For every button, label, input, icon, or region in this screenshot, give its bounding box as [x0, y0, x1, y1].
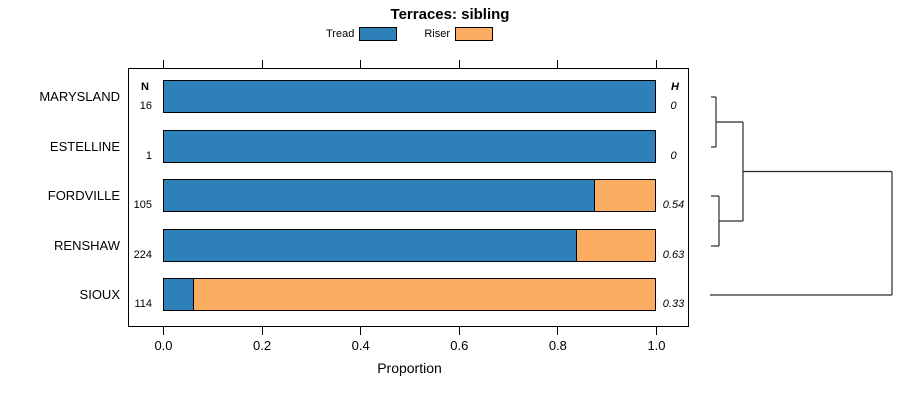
x-axis-tick-top	[261, 60, 263, 68]
x-axis-tick-top	[656, 60, 657, 68]
x-axis-tick-top	[163, 60, 164, 68]
chart-title: Terraces: sibling	[390, 6, 510, 23]
n-value: 16	[139, 100, 152, 112]
bar-segment-tread	[164, 180, 594, 211]
h-value: 0	[670, 150, 677, 162]
table-row: SIOUX 114 0.33	[0, 278, 900, 311]
stacked-bar	[163, 130, 656, 163]
x-axis-tick-top	[458, 60, 460, 68]
category-label: FORDVILLE	[47, 188, 120, 203]
legend-label-riser: Riser	[424, 28, 450, 40]
bar-segment-riser	[576, 230, 655, 261]
bar-segment-tread	[164, 279, 194, 310]
category-label: SIOUX	[79, 287, 120, 302]
x-axis-tick-label: 0.2	[253, 338, 272, 353]
h-value: 0	[670, 100, 677, 112]
bar-segment-riser	[593, 180, 655, 211]
category-label: MARYSLAND	[39, 89, 120, 104]
bar-segment-tread	[164, 230, 577, 261]
bar-segment-tread	[164, 81, 655, 112]
bar-segment-tread	[164, 131, 655, 162]
n-value: 224	[133, 249, 152, 261]
legend-swatch-riser	[455, 27, 493, 41]
h-column-header: H	[671, 81, 679, 93]
x-axis-tick-top	[360, 60, 362, 68]
x-axis-title: Proportion	[377, 360, 442, 376]
legend-swatch-tread	[359, 27, 398, 41]
n-column-header: N	[141, 81, 149, 93]
x-axis-tick-label: 1.0	[647, 338, 666, 353]
h-value: 0.33	[662, 298, 685, 310]
table-row: ESTELLINE 1 0	[0, 130, 900, 163]
stacked-bar	[163, 229, 656, 262]
n-value: 1	[145, 150, 152, 162]
table-row: RENSHAW 224 0.63	[0, 229, 900, 262]
category-label: RENSHAW	[54, 238, 120, 253]
legend-label-tread: Tread	[326, 28, 355, 40]
bar-segment-riser	[193, 279, 655, 310]
stacked-bar	[163, 278, 656, 311]
x-axis-tick-bottom	[557, 327, 559, 335]
x-axis-tick-label: 0.6	[450, 338, 469, 353]
x-axis-tick-bottom	[163, 327, 164, 335]
category-label: ESTELLINE	[49, 139, 120, 154]
x-axis-tick-bottom	[261, 327, 263, 335]
x-axis-tick-bottom	[656, 327, 657, 335]
x-axis-tick-top	[557, 60, 559, 68]
x-axis-tick-label: 0.4	[351, 338, 370, 353]
stacked-bar	[163, 80, 656, 113]
legend: Tread Riser	[163, 25, 656, 43]
h-value: 0.63	[662, 249, 685, 261]
plot-area	[128, 68, 689, 327]
x-axis-tick-bottom	[360, 327, 362, 335]
n-value: 105	[133, 199, 152, 211]
h-value: 0.54	[662, 199, 685, 211]
x-axis-tick-label: 0.8	[548, 338, 567, 353]
x-axis-tick-label: 0.0	[154, 338, 173, 353]
n-value: 114	[134, 298, 152, 310]
table-row: MARYSLAND 16 0	[0, 80, 900, 113]
stacked-bar	[163, 179, 656, 212]
x-axis-tick-bottom	[458, 327, 460, 335]
table-row: FORDVILLE 105 0.54	[0, 179, 900, 212]
